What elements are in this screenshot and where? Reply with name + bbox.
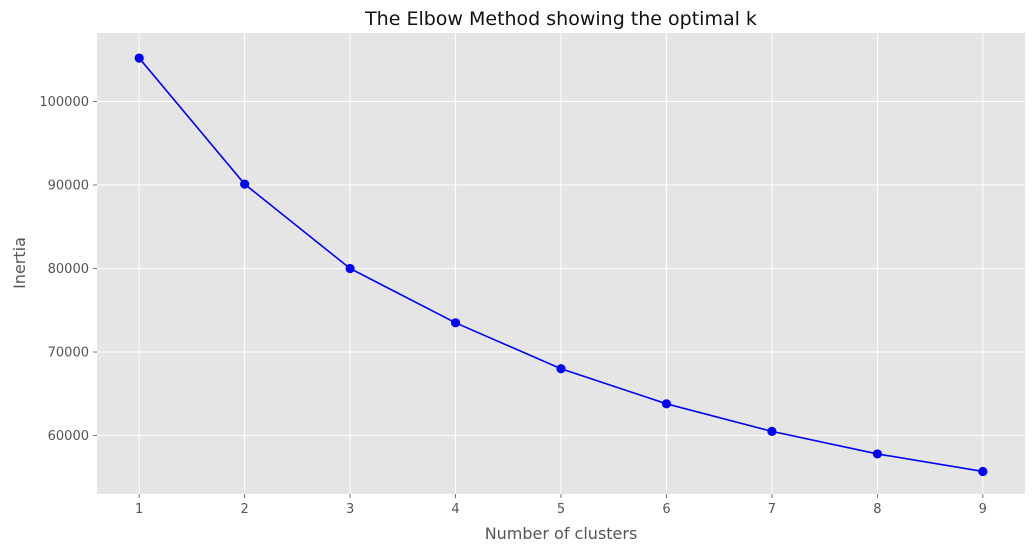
y-tick-label: 70000	[48, 346, 89, 361]
data-point	[450, 318, 461, 328]
data-point	[767, 426, 777, 436]
x-tick-label: 1	[135, 502, 143, 517]
y-tick-label: 100000	[39, 95, 89, 110]
x-tick-label: 9	[979, 502, 987, 517]
data-point	[872, 449, 882, 459]
x-tick-label: 3	[346, 502, 354, 517]
x-axis-ticks: 1 2 3 4 5 6 7 8 9	[135, 494, 987, 517]
x-tick-label: 6	[662, 502, 670, 517]
data-point	[978, 466, 988, 477]
y-tick-label: 90000	[48, 178, 89, 193]
y-axis-ticks: 60000 70000 80000 90000 100000	[39, 95, 97, 444]
x-tick-label: 8	[873, 502, 881, 517]
data-point	[345, 263, 355, 274]
chart-title: The Elbow Method showing the optimal k	[364, 8, 757, 30]
y-tick-label: 60000	[48, 429, 89, 444]
data-point	[134, 53, 144, 63]
x-tick-label: 4	[451, 502, 459, 517]
y-tick-label: 80000	[48, 262, 89, 277]
x-axis-label: Number of clusters	[485, 524, 638, 543]
x-tick-label: 2	[240, 502, 248, 517]
x-tick-label: 7	[768, 502, 776, 517]
data-point	[556, 364, 566, 374]
data-point	[661, 399, 672, 409]
series	[134, 53, 988, 477]
grid	[97, 33, 1025, 494]
y-axis-label: Inertia	[10, 237, 29, 289]
x-tick-label: 5	[557, 502, 565, 517]
data-point	[240, 179, 250, 189]
